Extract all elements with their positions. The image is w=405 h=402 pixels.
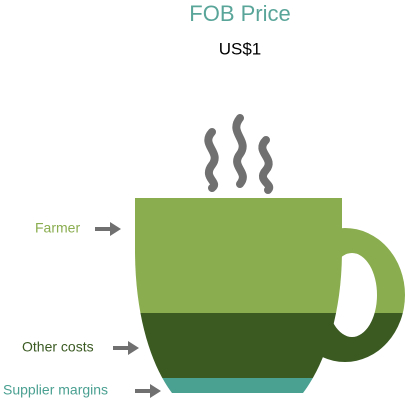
infographic: FOB Price US$1 Farmer Other costs Suppli…	[0, 0, 405, 402]
other-costs-layer	[130, 313, 350, 378]
layer-label: Supplier margins	[3, 382, 108, 398]
steam	[208, 118, 269, 190]
layer-label: Farmer	[35, 220, 80, 236]
cup	[130, 198, 350, 398]
price: US$1	[219, 39, 262, 58]
title: FOB Price	[189, 1, 290, 26]
layer-label: Other costs	[22, 339, 94, 355]
supplier-margins-layer	[130, 378, 350, 398]
farmer-layer	[130, 198, 350, 313]
